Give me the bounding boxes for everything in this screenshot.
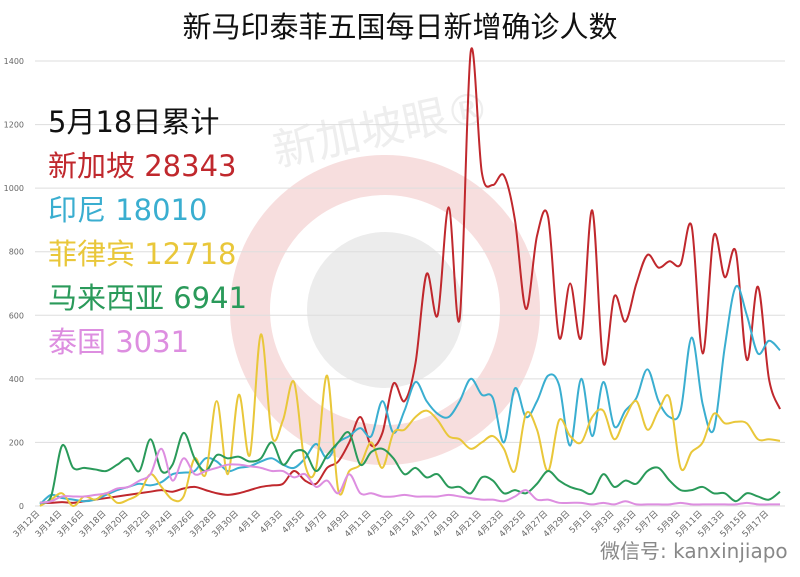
- x-tick-label: 5月5日: [612, 509, 639, 536]
- legend-item: 新加坡 28343: [48, 149, 237, 183]
- chart-title: 新马印泰菲五国每日新增确诊人数: [182, 10, 618, 44]
- legend-item: 菲律宾 12718: [48, 237, 237, 271]
- y-tick-label: 1400: [4, 57, 24, 66]
- y-tick-label: 200: [9, 438, 24, 447]
- y-tick-label: 600: [9, 311, 24, 320]
- series-line-泰国: [39, 447, 780, 506]
- wechat-id: 微信号: kanxinjiapo: [600, 539, 788, 563]
- x-tick-label: 4月1日: [236, 509, 263, 536]
- y-tick-label: 1000: [4, 184, 24, 193]
- y-tick-label: 800: [9, 248, 24, 257]
- series-line-马来西亚: [39, 431, 781, 504]
- legend-heading: 5月18日累计: [48, 105, 220, 139]
- y-tick-label: 400: [9, 375, 24, 384]
- x-tick-label: 4月7日: [303, 509, 330, 536]
- x-tick-label: 4月5日: [280, 509, 307, 536]
- x-tick-label: 5月1日: [568, 509, 595, 536]
- x-tick-label: 5月7日: [634, 509, 661, 536]
- series-line-印尼: [39, 284, 781, 506]
- series-line-新加坡: [39, 47, 781, 504]
- legend-item: 泰国 3031: [48, 325, 190, 359]
- legend-item: 马来西亚 6941: [48, 281, 248, 315]
- x-tick-label: 5月3日: [590, 509, 617, 536]
- legend-item: 印尼 18010: [48, 193, 208, 227]
- x-tick-label: 4月3日: [258, 509, 285, 536]
- y-tick-label: 1200: [4, 121, 24, 130]
- legend: 5月18日累计 新加坡 28343 印尼 18010 菲律宾 12718 马来西亚 6…: [48, 100, 247, 364]
- series-line-菲律宾: [39, 333, 781, 507]
- y-tick-label: 0: [19, 502, 24, 511]
